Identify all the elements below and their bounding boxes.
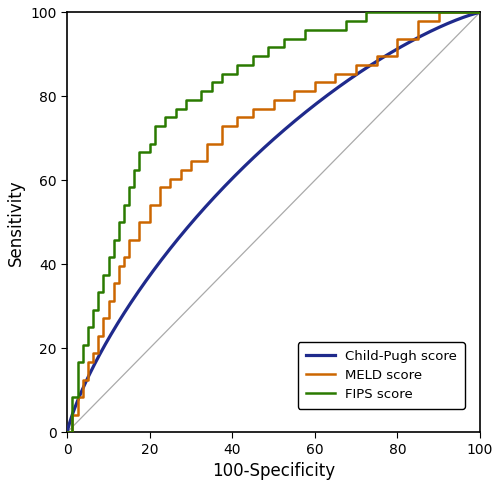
Line: Child-Pugh score: Child-Pugh score	[68, 13, 480, 432]
FIPS score	[477, 10, 483, 16]
FIPS score	[90, 307, 96, 313]
FIPS score	[110, 254, 116, 260]
MELD score	[64, 429, 70, 435]
FIPS score	[198, 88, 204, 94]
MELD score	[80, 394, 86, 400]
MELD score	[147, 202, 153, 207]
Child-Pugh score	[310, 103, 316, 109]
Child-Pugh score	[467, 12, 473, 18]
Child-Pugh score	[402, 41, 408, 47]
MELD score	[477, 10, 483, 16]
Child-Pugh score	[64, 429, 70, 435]
MELD score	[436, 10, 442, 16]
Child-Pugh score	[477, 10, 483, 16]
FIPS score	[234, 71, 240, 76]
X-axis label: 100-Specificity: 100-Specificity	[212, 462, 335, 480]
Child-Pugh score	[260, 146, 266, 151]
MELD score	[106, 298, 112, 304]
MELD score	[332, 79, 338, 85]
FIPS score	[250, 53, 256, 59]
Y-axis label: Sensitivity: Sensitivity	[7, 179, 25, 265]
FIPS score	[364, 10, 370, 16]
Line: MELD score: MELD score	[68, 13, 480, 432]
Child-Pugh score	[262, 143, 268, 149]
Line: FIPS score: FIPS score	[68, 13, 480, 432]
MELD score	[415, 18, 421, 24]
FIPS score	[64, 429, 70, 435]
MELD score	[116, 263, 122, 269]
Legend: Child-Pugh score, MELD score, FIPS score: Child-Pugh score, MELD score, FIPS score	[298, 342, 465, 409]
FIPS score	[126, 185, 132, 190]
Child-Pugh score	[288, 122, 294, 128]
